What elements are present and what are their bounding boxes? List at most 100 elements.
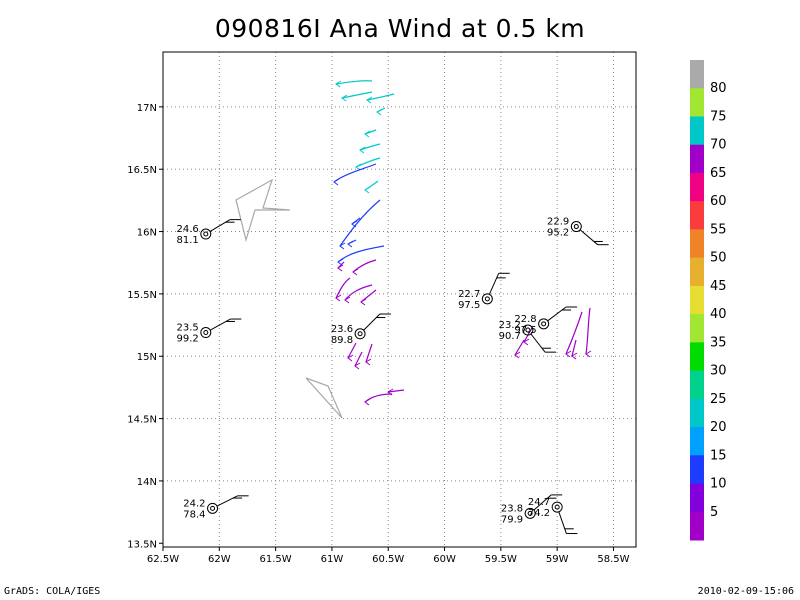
wind-arrowhead <box>347 240 354 248</box>
wind-arrowhead <box>333 178 340 186</box>
station-ring <box>207 502 219 514</box>
y-tick-label: 16N <box>137 228 157 239</box>
wind-barb-shaft <box>216 495 238 507</box>
y-tick-label: 14N <box>137 477 157 488</box>
wind-arrowhead <box>347 354 354 362</box>
station-center <box>484 296 490 302</box>
wind-barb-shaft <box>547 306 567 322</box>
x-tick-label: 58.5W <box>597 554 629 565</box>
colorbar-label: 15 <box>710 448 727 463</box>
station-ring <box>200 228 212 240</box>
colorbar-label: 35 <box>710 335 727 350</box>
station-ring <box>538 318 550 330</box>
wind-trace <box>355 157 381 168</box>
wind-trace <box>387 389 405 393</box>
colorbar-label: 30 <box>710 364 727 379</box>
wind-trace <box>365 343 373 363</box>
wind-trace <box>341 91 373 99</box>
station-ring <box>570 221 582 233</box>
station-center <box>541 321 547 327</box>
colorbar-swatch <box>690 455 704 485</box>
colorbar-swatch <box>690 144 704 174</box>
station-temp-label: 24.7 <box>528 497 550 508</box>
colorbar-swatch <box>690 511 704 541</box>
wind-trace <box>335 277 351 299</box>
colorbar-label: 60 <box>710 194 727 209</box>
station-value-label: 74.2 <box>528 508 550 519</box>
footer-credit: GrADS: COLA/IGES <box>4 586 101 597</box>
y-tick-label: 15.5N <box>127 290 157 301</box>
flight-track <box>305 377 343 419</box>
colorbar-swatch <box>690 172 704 202</box>
station-value-label: 99.2 <box>177 334 199 345</box>
wind-arrowhead <box>355 163 362 171</box>
station-value-label: 79.9 <box>501 514 523 525</box>
wind-arrowhead <box>337 258 344 266</box>
station-temp-label: 22.9 <box>547 217 569 228</box>
colorbar-swatch <box>690 88 704 117</box>
wind-trace <box>337 245 385 263</box>
wind-arrowhead <box>376 108 383 116</box>
colorbar-label: 40 <box>710 307 727 322</box>
x-tick-label: 62.5W <box>147 554 179 565</box>
wind-arrowhead <box>364 398 371 406</box>
wind-arrowhead <box>352 268 359 276</box>
wind-barb-shaft <box>363 313 381 331</box>
colorbar-label: 10 <box>710 477 727 492</box>
station-temp-label: 22.7 <box>458 289 480 300</box>
wind-arrowhead <box>571 352 578 360</box>
station-center <box>203 231 209 237</box>
footer-timestamp: 2010-02-09-15:06 <box>697 586 794 597</box>
chart-title: 090816I Ana Wind at 0.5 km <box>214 14 586 43</box>
wind-arrowhead <box>364 130 371 138</box>
station-center <box>357 331 363 337</box>
colorbar-label: 65 <box>710 166 727 181</box>
plot-frame <box>162 51 637 548</box>
wind-barb-shaft <box>488 273 500 295</box>
colorbar-swatch <box>690 314 704 343</box>
station-layer: 24.681.123.599.224.278.423.689.822.797.5… <box>177 217 609 535</box>
station-center <box>525 327 531 333</box>
wind-trace <box>335 80 373 85</box>
colorbar-swatch <box>690 483 704 513</box>
wind-arrowhead <box>341 94 348 102</box>
station-value-label: 97.5 <box>514 325 536 336</box>
wind-arrowhead <box>565 350 572 358</box>
station-ring <box>551 501 563 513</box>
station-ring <box>524 507 536 519</box>
colorbar-label: 25 <box>710 392 727 407</box>
station-center <box>573 224 579 230</box>
y-tick-label: 16.5N <box>127 165 157 176</box>
colorbar-swatch <box>690 229 704 259</box>
x-tick-label: 61.5W <box>260 554 292 565</box>
station-ring <box>200 327 212 339</box>
colorbar-swatch <box>690 370 704 400</box>
wind-trace <box>366 93 395 101</box>
wind-arrowhead <box>365 358 372 366</box>
x-tick-label: 60.5W <box>372 554 404 565</box>
y-tick-label: 17N <box>137 103 157 114</box>
station-temp-label: 23.8 <box>501 503 523 514</box>
wind-barb-shaft <box>558 511 567 534</box>
station-temp-label: 24.6 <box>177 224 199 235</box>
colorbar-swatch <box>690 257 704 287</box>
x-tick-label: 62W <box>208 554 231 565</box>
colorbar-label: 20 <box>710 420 727 435</box>
wind-trace <box>359 143 381 151</box>
station-value-label: 95.2 <box>547 228 569 239</box>
wind-arrowhead <box>335 80 342 88</box>
wind-barb-shaft <box>209 219 231 232</box>
station-temp-label: 23.5 <box>177 323 199 334</box>
wind-arrowhead <box>339 242 346 250</box>
wind-barb-shaft <box>530 333 546 353</box>
station-temp-label: 23.6 <box>331 324 353 335</box>
colorbar-label: 55 <box>710 222 727 237</box>
wind-barb-shaft <box>579 229 598 246</box>
wind-arrowhead <box>514 351 521 359</box>
wind-arrowhead <box>364 186 371 194</box>
colorbar-swatch <box>690 342 704 372</box>
colorbar-label: 70 <box>710 138 727 153</box>
station-center <box>527 510 533 516</box>
x-tick-label: 59W <box>546 554 569 565</box>
